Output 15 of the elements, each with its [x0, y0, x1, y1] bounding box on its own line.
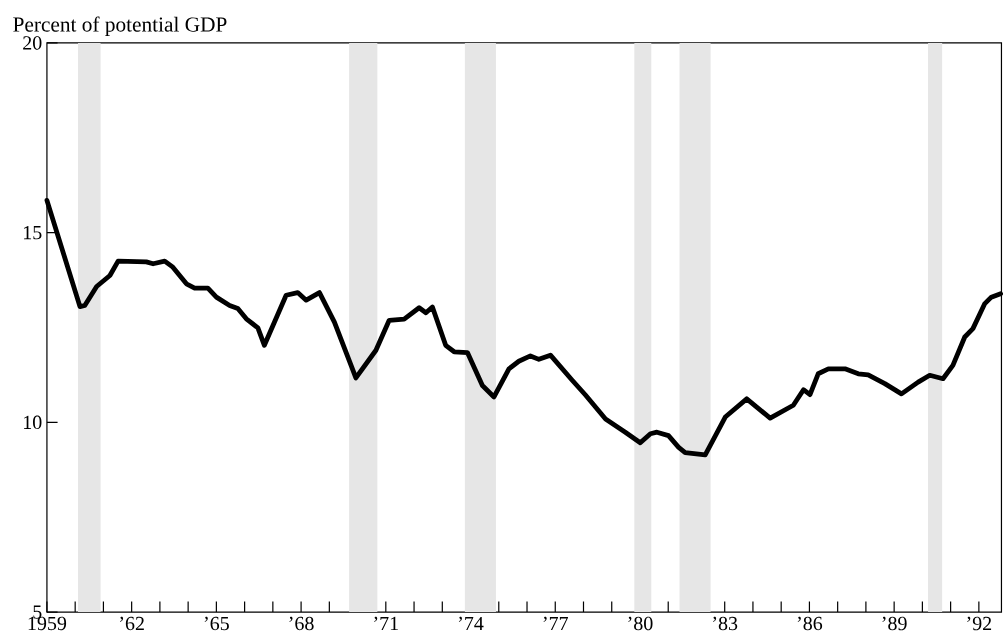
x-tick-label: ’83	[713, 616, 738, 631]
y-tick-label: 10	[24, 415, 42, 430]
x-tick-label: ’92	[967, 616, 992, 631]
x-tick-label: ’68	[289, 616, 314, 631]
x-tick-label: ’65	[204, 616, 229, 631]
x-tick-label: ’74	[458, 616, 484, 631]
x-tick-label: ’86	[797, 616, 823, 631]
x-tick-label: ’80	[628, 616, 653, 631]
x-tick-label: ’62	[120, 616, 144, 631]
x-tick-label: ’71	[374, 616, 398, 631]
y-tick-label: 15	[24, 225, 42, 240]
x-tick-label: ’89	[882, 616, 907, 631]
y-tick-label: 20	[23, 36, 42, 50]
x-tick-label: ’77	[543, 616, 568, 631]
y-axis-title: Percent of potential GDP	[13, 16, 227, 36]
